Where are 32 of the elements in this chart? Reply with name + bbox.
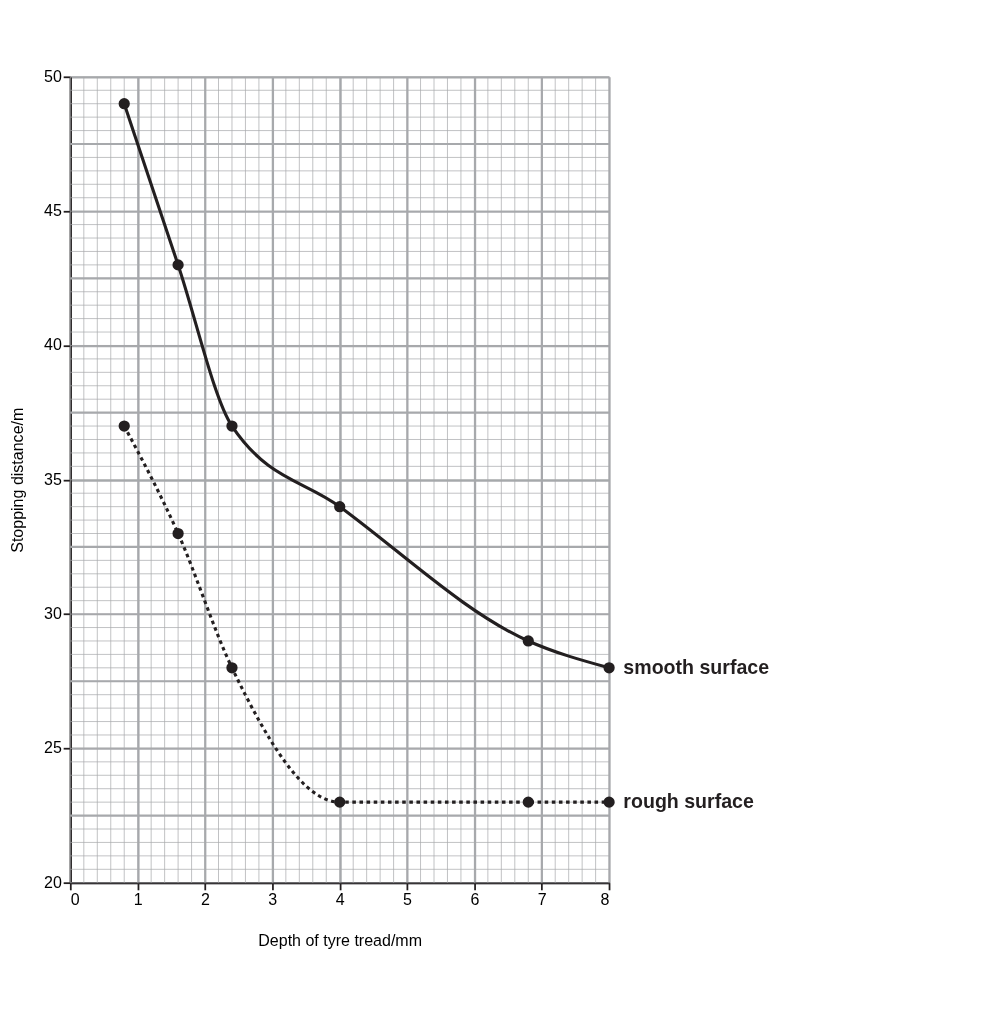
point [172,527,184,540]
y-tick-label: 35 [44,469,62,488]
y-axis-title: Stopping distance/m [7,407,26,553]
y-tick-label: 20 [44,872,62,891]
point [603,662,615,674]
y-tick-label: 30 [44,604,62,622]
x-tick-label: 5 [403,889,413,908]
point [334,501,346,513]
x-tick-label: 2 [201,889,211,908]
x-tick-label: 7 [537,889,547,908]
point [172,259,184,271]
series-label: smooth surface [623,656,770,679]
y-tick-label: 45 [44,201,62,220]
series-label: rough surface [623,790,754,813]
y-tick-label: 25 [44,738,62,757]
point [226,420,238,432]
y-tick-label: 40 [44,335,62,354]
point [226,662,238,674]
point [118,98,130,110]
y-tick-label: 50 [44,66,62,85]
point [334,796,346,808]
point [603,796,615,808]
point [522,796,534,808]
x-tick-label: 1 [133,889,143,908]
x-tick-label: 0 [70,889,80,908]
x-axis-title: Depth of tyre tread/mm [258,930,423,949]
x-tick-label: 6 [470,889,480,908]
point [522,635,534,647]
x-tick-label: 8 [600,889,610,908]
point [118,420,130,432]
x-tick-label: 4 [335,889,345,908]
x-tick-label: 3 [268,889,278,908]
